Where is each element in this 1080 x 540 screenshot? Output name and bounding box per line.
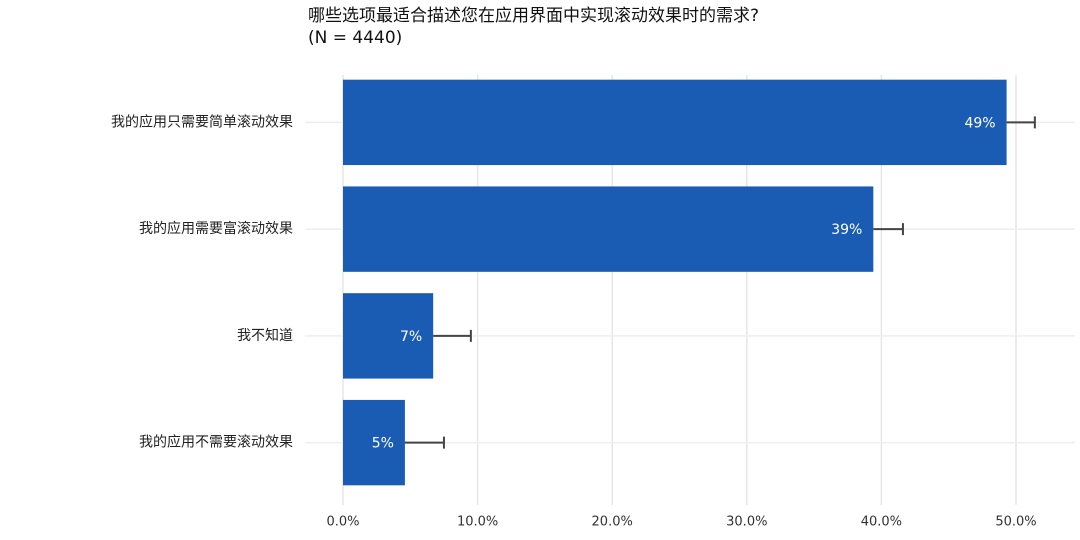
chart-subtitle: (N = 4440) [308,28,402,48]
bar [343,399,405,486]
x-tick-label: 10.0% [457,515,498,530]
y-tick-label: 我的应用只需要简单滚动效果 [111,113,293,130]
y-tick-label: 我的应用需要富滚动效果 [139,220,293,237]
x-tick-label: 40.0% [861,515,902,530]
value-label: 39% [831,222,862,238]
bar [343,186,874,272]
y-tick-label: 我的应用不需要滚动效果 [139,434,293,451]
x-tick-label: 20.0% [592,515,633,530]
y-tick-label: 我不知道 [237,327,293,344]
x-tick-label: 30.0% [726,515,767,530]
x-tick-label: 50.0% [995,515,1036,530]
value-label: 7% [400,329,422,345]
bar [343,293,434,379]
bar [343,79,1007,166]
value-label: 5% [372,436,394,452]
x-tick-label: 0.0% [326,515,359,530]
value-label: 49% [964,115,995,131]
chart-title: 哪些选项最适合描述您在应用界面中实现滚动效果时的需求? [308,6,759,26]
